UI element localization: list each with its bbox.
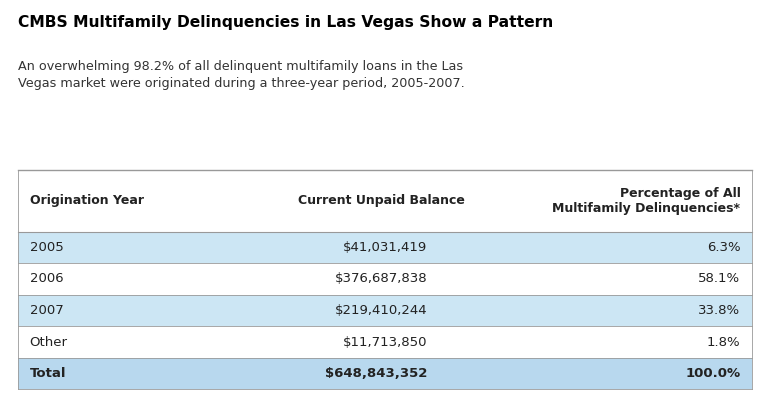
- Text: 2006: 2006: [29, 272, 63, 285]
- FancyBboxPatch shape: [18, 170, 752, 232]
- Text: Other: Other: [29, 336, 68, 348]
- Text: 1.8%: 1.8%: [707, 336, 741, 348]
- FancyBboxPatch shape: [18, 263, 752, 295]
- Text: 6.3%: 6.3%: [707, 241, 741, 254]
- Text: $376,687,838: $376,687,838: [334, 272, 427, 285]
- Text: $41,031,419: $41,031,419: [343, 241, 427, 254]
- Text: An overwhelming 98.2% of all delinquent multifamily loans in the Las
Vegas marke: An overwhelming 98.2% of all delinquent …: [18, 60, 465, 90]
- FancyBboxPatch shape: [18, 232, 752, 263]
- FancyBboxPatch shape: [18, 326, 752, 358]
- Text: Origination Year: Origination Year: [29, 194, 143, 208]
- Text: 2005: 2005: [29, 241, 63, 254]
- Text: 2007: 2007: [29, 304, 63, 317]
- FancyBboxPatch shape: [18, 358, 752, 389]
- Text: 100.0%: 100.0%: [685, 367, 741, 380]
- Text: 58.1%: 58.1%: [698, 272, 741, 285]
- Text: $648,843,352: $648,843,352: [325, 367, 427, 380]
- Text: $11,713,850: $11,713,850: [343, 336, 427, 348]
- Text: 33.8%: 33.8%: [698, 304, 741, 317]
- Text: Percentage of All
Multifamily Delinquencies*: Percentage of All Multifamily Delinquenc…: [552, 187, 741, 215]
- Text: Total: Total: [29, 367, 66, 380]
- Text: $219,410,244: $219,410,244: [334, 304, 427, 317]
- FancyBboxPatch shape: [18, 295, 752, 326]
- Text: Current Unpaid Balance: Current Unpaid Balance: [298, 194, 464, 208]
- Text: CMBS Multifamily Delinquencies in Las Vegas Show a Pattern: CMBS Multifamily Delinquencies in Las Ve…: [18, 15, 554, 30]
